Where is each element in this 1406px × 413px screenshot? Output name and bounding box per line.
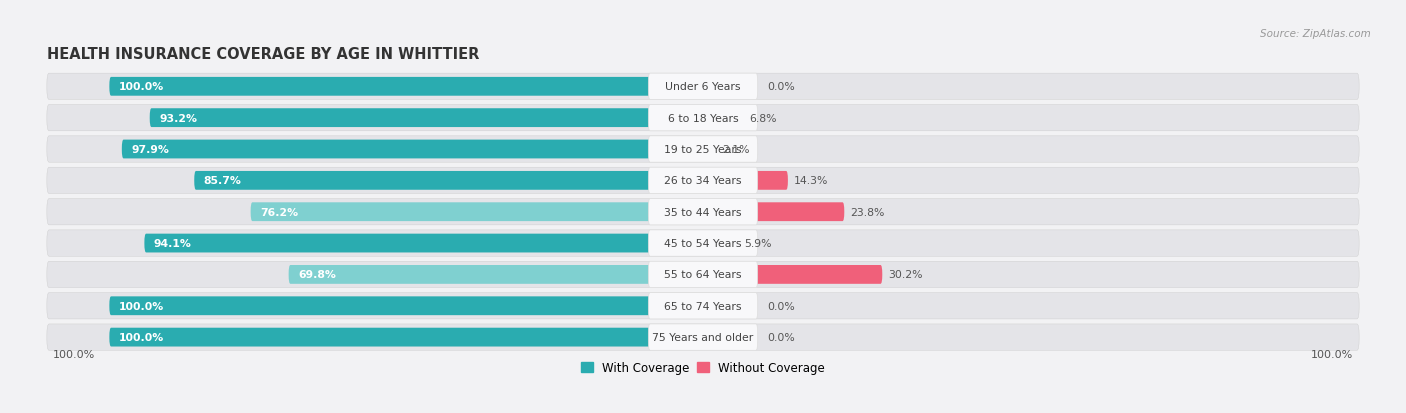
Text: 97.9%: 97.9% <box>131 145 169 154</box>
Text: 0.0%: 0.0% <box>768 332 794 342</box>
FancyBboxPatch shape <box>250 203 703 222</box>
Text: 19 to 25 Years: 19 to 25 Years <box>664 145 742 154</box>
Text: 100.0%: 100.0% <box>118 332 165 342</box>
FancyBboxPatch shape <box>648 324 758 351</box>
FancyBboxPatch shape <box>703 140 716 159</box>
FancyBboxPatch shape <box>194 171 703 190</box>
Text: 6 to 18 Years: 6 to 18 Years <box>668 114 738 123</box>
FancyBboxPatch shape <box>288 266 703 284</box>
Text: 55 to 64 Years: 55 to 64 Years <box>664 270 742 280</box>
Text: 100.0%: 100.0% <box>118 82 165 92</box>
Text: 75 Years and older: 75 Years and older <box>652 332 754 342</box>
FancyBboxPatch shape <box>648 199 758 225</box>
FancyBboxPatch shape <box>46 74 1360 100</box>
Text: 30.2%: 30.2% <box>889 270 922 280</box>
Text: 93.2%: 93.2% <box>159 114 197 123</box>
Text: 100.0%: 100.0% <box>118 301 165 311</box>
Text: 45 to 54 Years: 45 to 54 Years <box>664 238 742 249</box>
Legend: With Coverage, Without Coverage: With Coverage, Without Coverage <box>576 356 830 379</box>
Text: 5.9%: 5.9% <box>744 238 772 249</box>
FancyBboxPatch shape <box>110 297 703 316</box>
Text: 0.0%: 0.0% <box>768 82 794 92</box>
FancyBboxPatch shape <box>703 203 844 222</box>
FancyBboxPatch shape <box>648 230 758 256</box>
FancyBboxPatch shape <box>648 293 758 319</box>
Text: 100.0%: 100.0% <box>1310 349 1353 359</box>
FancyBboxPatch shape <box>46 261 1360 288</box>
FancyBboxPatch shape <box>46 293 1360 319</box>
FancyBboxPatch shape <box>149 109 703 128</box>
FancyBboxPatch shape <box>703 109 744 128</box>
Text: 2.1%: 2.1% <box>721 145 749 154</box>
Text: 69.8%: 69.8% <box>298 270 336 280</box>
FancyBboxPatch shape <box>46 230 1360 256</box>
FancyBboxPatch shape <box>46 168 1360 194</box>
Text: 14.3%: 14.3% <box>794 176 828 186</box>
Text: 23.8%: 23.8% <box>851 207 884 217</box>
Text: 85.7%: 85.7% <box>204 176 242 186</box>
FancyBboxPatch shape <box>703 234 738 253</box>
Text: 76.2%: 76.2% <box>260 207 298 217</box>
FancyBboxPatch shape <box>46 105 1360 131</box>
FancyBboxPatch shape <box>145 234 703 253</box>
FancyBboxPatch shape <box>703 266 883 284</box>
Text: HEALTH INSURANCE COVERAGE BY AGE IN WHITTIER: HEALTH INSURANCE COVERAGE BY AGE IN WHIT… <box>46 47 479 62</box>
Text: 94.1%: 94.1% <box>153 238 191 249</box>
Text: 26 to 34 Years: 26 to 34 Years <box>664 176 742 186</box>
FancyBboxPatch shape <box>110 328 703 347</box>
FancyBboxPatch shape <box>110 78 703 97</box>
Text: 100.0%: 100.0% <box>53 349 96 359</box>
FancyBboxPatch shape <box>648 261 758 288</box>
FancyBboxPatch shape <box>648 137 758 163</box>
FancyBboxPatch shape <box>648 105 758 131</box>
FancyBboxPatch shape <box>46 324 1360 351</box>
FancyBboxPatch shape <box>648 74 758 100</box>
Text: 65 to 74 Years: 65 to 74 Years <box>664 301 742 311</box>
Text: Under 6 Years: Under 6 Years <box>665 82 741 92</box>
FancyBboxPatch shape <box>122 140 703 159</box>
Text: Source: ZipAtlas.com: Source: ZipAtlas.com <box>1260 29 1371 39</box>
FancyBboxPatch shape <box>46 137 1360 163</box>
Text: 0.0%: 0.0% <box>768 301 794 311</box>
FancyBboxPatch shape <box>46 199 1360 225</box>
FancyBboxPatch shape <box>703 171 787 190</box>
FancyBboxPatch shape <box>648 168 758 194</box>
Text: 6.8%: 6.8% <box>749 114 778 123</box>
Text: 35 to 44 Years: 35 to 44 Years <box>664 207 742 217</box>
